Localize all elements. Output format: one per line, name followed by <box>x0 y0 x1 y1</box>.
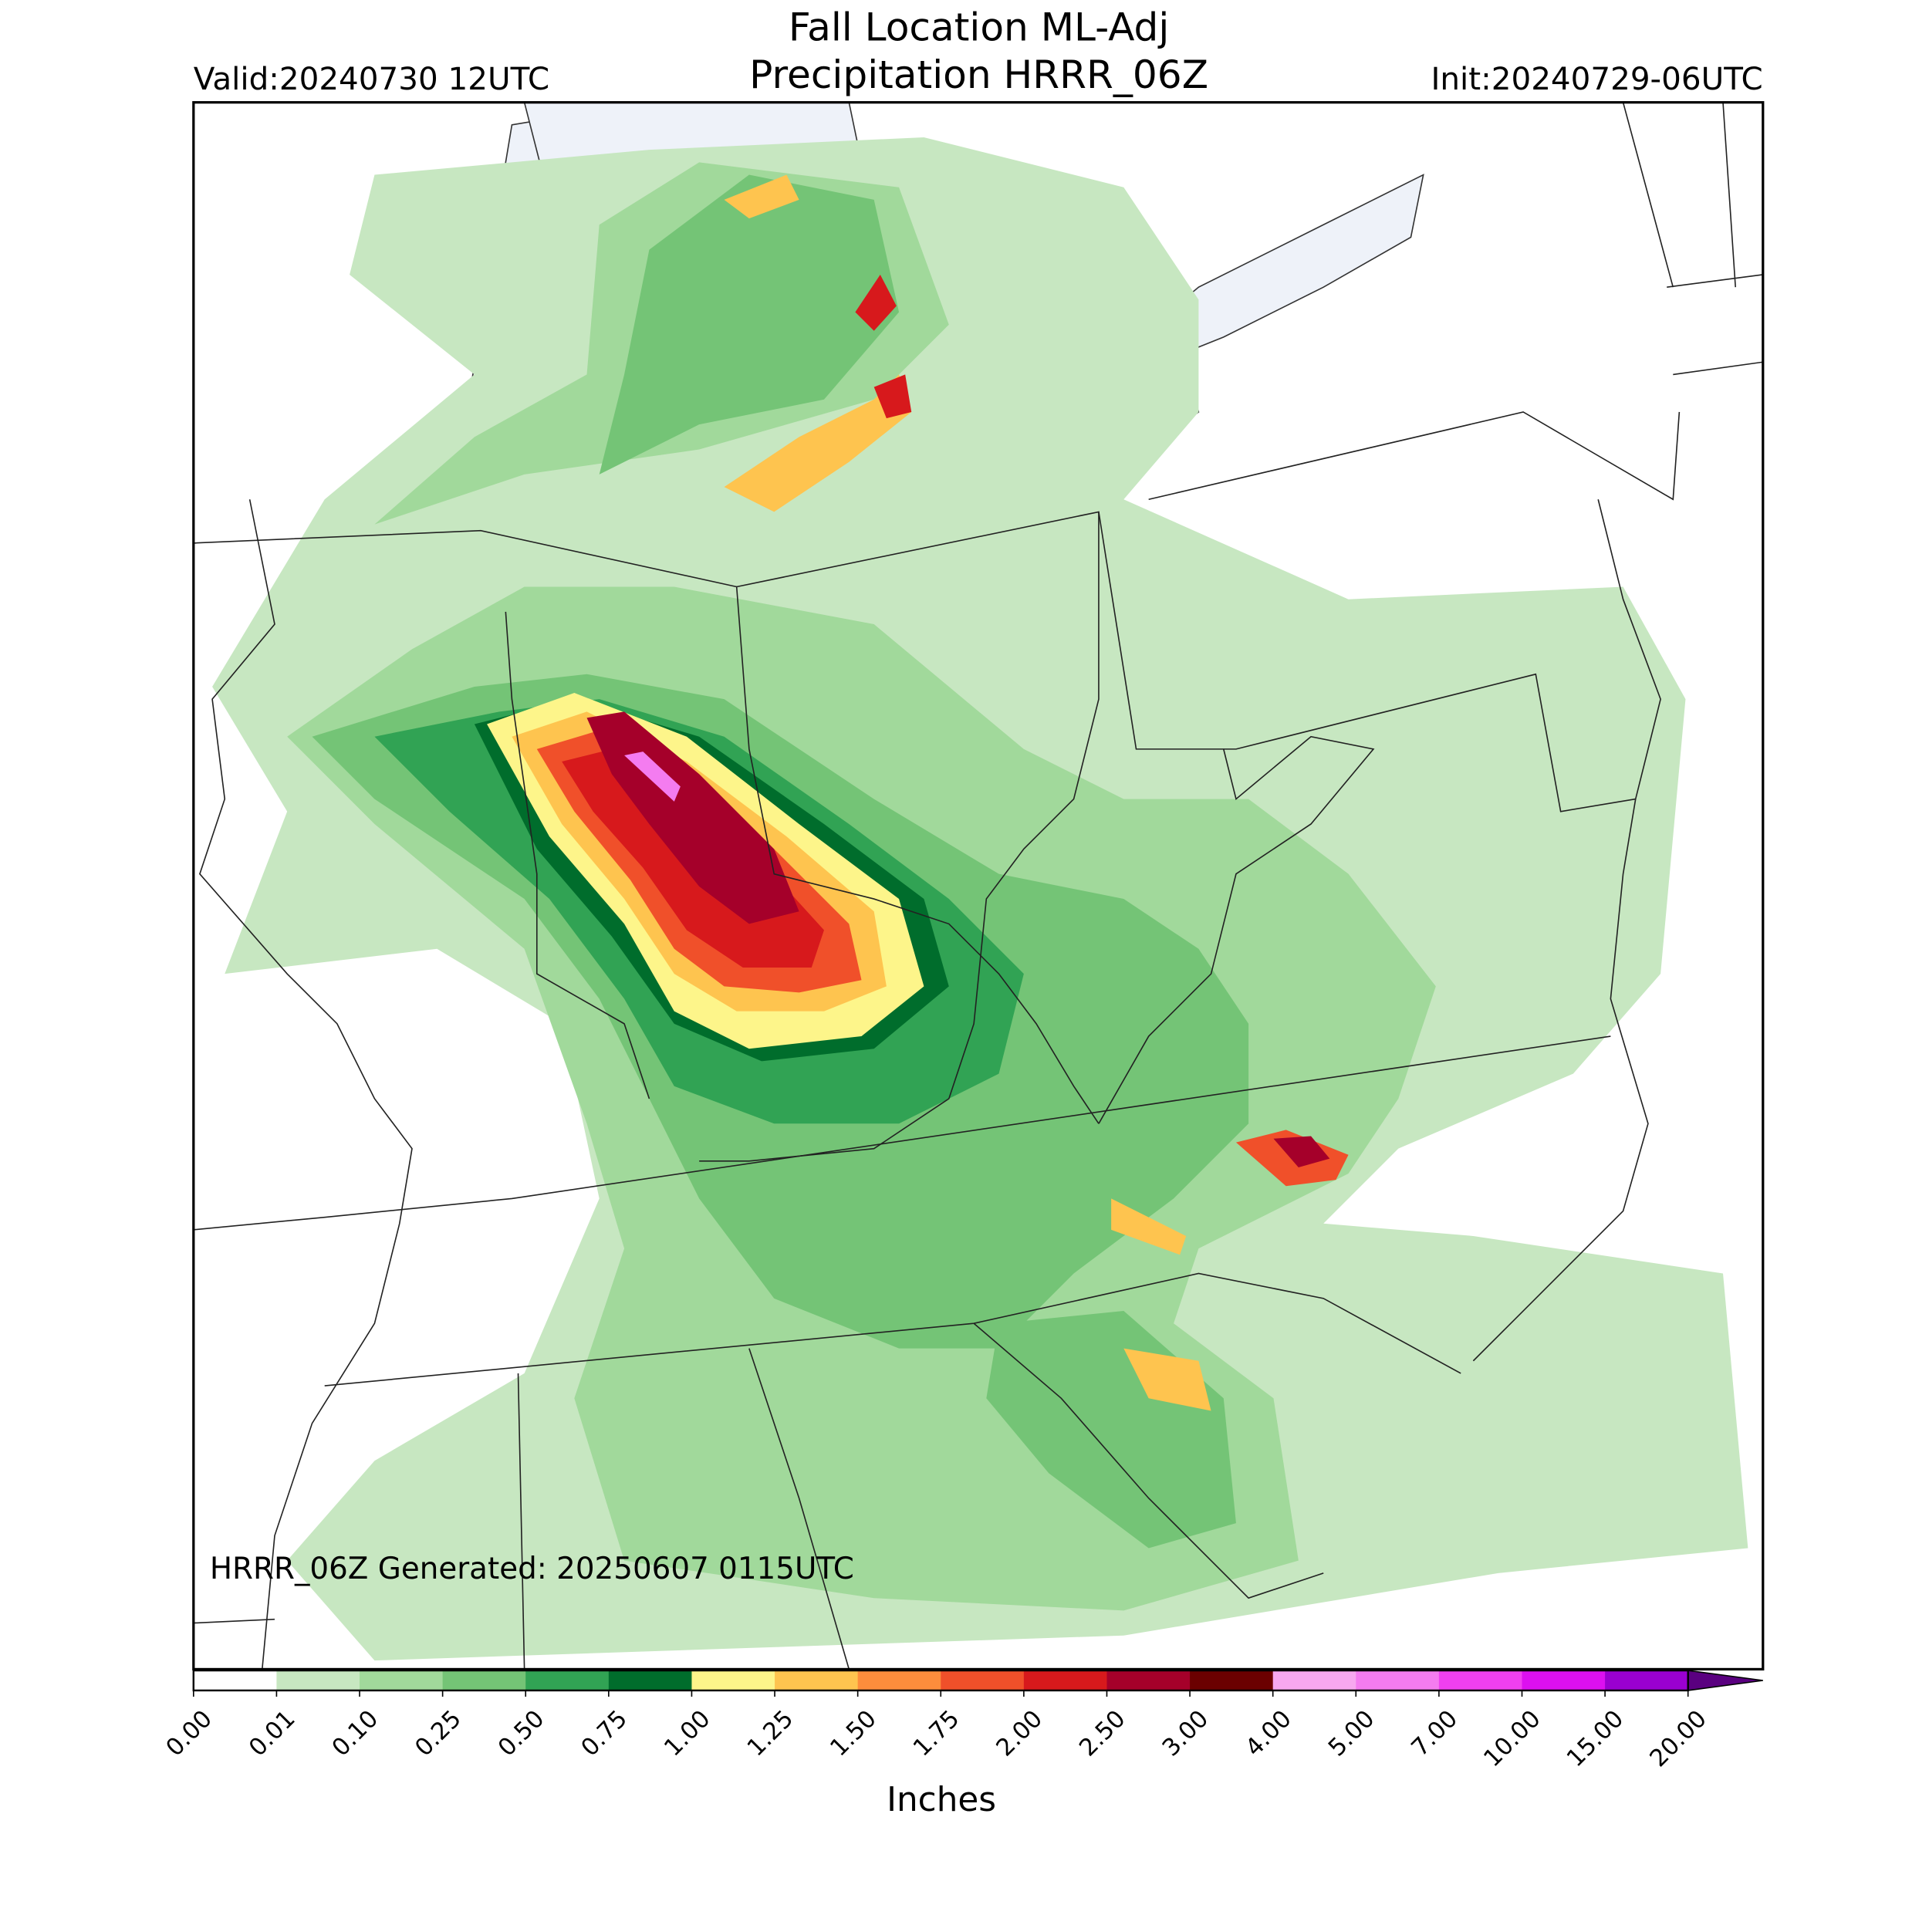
colorbar-segment <box>442 1670 527 1690</box>
colorbar-tick-label: 0.25 <box>410 1705 467 1762</box>
colorbar-extension <box>1687 1670 1763 1691</box>
colorbar-segment <box>1356 1670 1440 1690</box>
colorbar-tick-label: 1.25 <box>742 1705 799 1762</box>
colorbar-tick-label: 3.00 <box>1157 1705 1214 1762</box>
colorbar-segment <box>1190 1670 1274 1690</box>
colorbar-tick-label: 15.00 <box>1562 1705 1630 1773</box>
colorbar-tick-label: 7.00 <box>1406 1705 1463 1762</box>
colorbar-tick-label: 4.00 <box>1240 1705 1297 1762</box>
init-time: Init:20240729-06UTC <box>1431 60 1762 97</box>
colorbar-tick-label: 2.00 <box>991 1705 1048 1762</box>
colorbar-tick-label: 1.00 <box>659 1705 716 1762</box>
colorbar-tick-label: 0.50 <box>493 1705 550 1762</box>
colorbar-segment <box>941 1670 1025 1690</box>
colorbar-tick-label: 1.75 <box>908 1705 965 1762</box>
valid-time: Valid:20240730 12UTC <box>194 60 549 97</box>
colorbar-tick-label: 0.01 <box>244 1705 301 1762</box>
colorbar-tick-label: 0.00 <box>160 1705 218 1762</box>
colorbar-tick-label: 5.00 <box>1323 1705 1380 1762</box>
colorbar: 0.00 0.01 0.10 0.25 0.50 0.75 1.00 1.25 1.50 1.75… <box>160 1669 1763 1773</box>
colorbar-segment <box>525 1670 610 1690</box>
colorbar-segment <box>360 1670 444 1690</box>
precipitation-field <box>212 137 1748 1661</box>
colorbar-segment <box>193 1670 278 1690</box>
colorbar-segment <box>1272 1670 1357 1690</box>
colorbar-segment <box>1605 1670 1689 1690</box>
map-frame <box>192 101 1765 1671</box>
colorbar-tick-label: 0.10 <box>326 1705 383 1762</box>
colorbar-tick-label: 20.00 <box>1644 1705 1712 1773</box>
boundaries <box>193 102 1763 1670</box>
title-line-1: Fall Location ML-Adj <box>789 4 1169 49</box>
colorbar-segment <box>1522 1670 1606 1690</box>
colorbar-tick-label: 0.75 <box>576 1705 633 1762</box>
title-line-2: Precipitation HRRR_06Z <box>749 52 1208 97</box>
colorbar-segment <box>1438 1670 1523 1690</box>
colorbar-tick-label: 1.50 <box>825 1705 882 1762</box>
colorbar-segment <box>857 1670 942 1690</box>
colorbar-segment <box>691 1670 775 1690</box>
colorbar-label: Inches <box>887 1780 996 1819</box>
colorbar-tick-label: 2.50 <box>1074 1705 1131 1762</box>
colorbar-segment <box>775 1670 859 1690</box>
colorbar-segment <box>1106 1670 1191 1690</box>
colorbar-segment <box>276 1670 360 1690</box>
map <box>192 101 1765 1671</box>
colorbar-segment <box>608 1670 693 1690</box>
colorbar-segment <box>1023 1670 1108 1690</box>
colorbar-tick-label: 10.00 <box>1478 1705 1546 1773</box>
generated-note: HRRR_06Z Generated: 20250607 0115UTC <box>210 1552 854 1586</box>
